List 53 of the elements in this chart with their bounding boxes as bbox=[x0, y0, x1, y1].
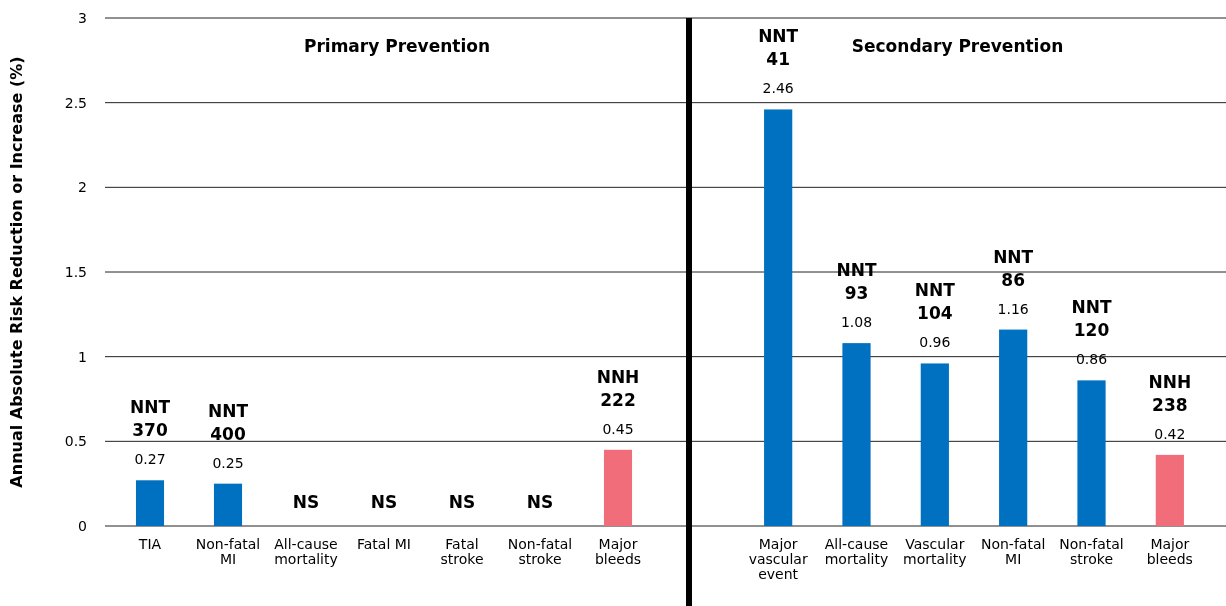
bar bbox=[920, 363, 949, 526]
x-tick-label: Fatal stroke bbox=[440, 536, 484, 567]
data-label: 0.42 bbox=[1154, 425, 1186, 442]
data-label: 0.45 bbox=[602, 420, 634, 437]
text: NS bbox=[526, 492, 554, 512]
annotation: NNH 222 bbox=[596, 366, 640, 410]
y-tick-label: 0.5 bbox=[64, 433, 87, 450]
x-tick-label: Major vascular event bbox=[748, 536, 808, 582]
y-tick-label: 2.5 bbox=[64, 94, 87, 111]
x-tick-label: Fatal MI bbox=[357, 536, 411, 552]
bar bbox=[1155, 454, 1184, 526]
bar bbox=[764, 109, 793, 526]
annotation: NNT 41 bbox=[758, 26, 799, 70]
x-tick-label: Non-fatal stroke bbox=[507, 536, 573, 567]
text: Primary Prevention bbox=[303, 36, 491, 56]
y-tick-label: 3 bbox=[78, 9, 87, 26]
y-tick-label: 0 bbox=[78, 517, 87, 534]
annotation: NNT 400 bbox=[207, 400, 249, 444]
y-tick-label: 1 bbox=[78, 348, 87, 365]
text: Secondary Prevention bbox=[851, 36, 1064, 56]
x-tick-label: All-cause mortality bbox=[274, 536, 338, 567]
x-tick-label: Major bleeds bbox=[594, 536, 642, 567]
annotation: NNT 104 bbox=[914, 280, 956, 324]
annotation: NNT 370 bbox=[129, 397, 171, 441]
data-label: 0.25 bbox=[212, 454, 244, 471]
bar bbox=[842, 343, 871, 526]
text: NS bbox=[448, 492, 476, 512]
data-label: 0.96 bbox=[919, 334, 951, 351]
annotation: NNT 120 bbox=[1071, 297, 1112, 341]
x-tick-label: Non-fatal stroke bbox=[1059, 536, 1124, 567]
y-tick-label: 2 bbox=[78, 179, 87, 196]
bar bbox=[999, 329, 1028, 526]
data-label: 1.16 bbox=[997, 300, 1029, 317]
text: NS bbox=[370, 492, 398, 512]
data-label: 1.08 bbox=[840, 314, 873, 331]
x-tick-label: Non-fatal MI bbox=[980, 536, 1046, 567]
x-tick-label: TIA bbox=[137, 536, 162, 552]
annotation: NNH 238 bbox=[1148, 371, 1192, 415]
y-tick-label: 1.5 bbox=[64, 263, 87, 280]
data-label: 0.27 bbox=[134, 451, 166, 468]
text: NS bbox=[292, 492, 320, 512]
x-tick-label: Non-fatal MI bbox=[195, 536, 261, 567]
data-label: 2.46 bbox=[762, 80, 794, 97]
bar bbox=[1077, 380, 1106, 526]
x-tick-label: All-cause mortality bbox=[824, 536, 889, 567]
x-tick-label: Vascular mortality bbox=[903, 536, 967, 567]
y-axis-title: Annual Absolute Risk Reduction or Increase (%) bbox=[7, 56, 26, 488]
bar bbox=[603, 449, 633, 526]
annotation: NNT 86 bbox=[993, 246, 1034, 290]
annotation: NNT 93 bbox=[836, 260, 877, 304]
x-tick-label: Major bleeds bbox=[1146, 536, 1193, 567]
bar bbox=[213, 483, 243, 526]
bar bbox=[135, 480, 165, 526]
